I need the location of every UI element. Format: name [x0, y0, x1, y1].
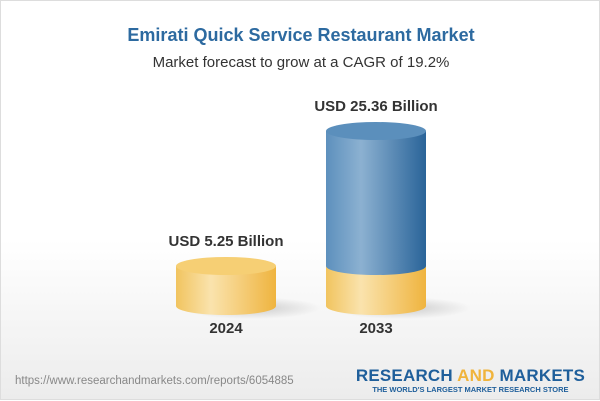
logo-tagline: THE WORLD'S LARGEST MARKET RESEARCH STOR…	[372, 385, 569, 394]
logo-text: MARKETS	[494, 366, 585, 385]
category-label: 2033	[359, 320, 392, 337]
data-label: USD 5.25 Billion	[168, 233, 283, 250]
chart-title: Emirati Quick Service Restaurant Market	[127, 25, 475, 45]
data-label: USD 25.36 Billion	[314, 98, 437, 115]
logo-text: RESEARCH	[355, 366, 458, 385]
bar-base-2033-body	[326, 266, 426, 315]
chart-subtitle: Market forecast to grow at a CAGR of 19.…	[152, 54, 450, 71]
research-and-markets-logo: RESEARCH AND MARKETS THE WORLD'S LARGEST…	[356, 367, 585, 395]
bar-2024-top	[176, 257, 276, 275]
logo-text: AND	[457, 366, 495, 385]
bar-2024-body	[176, 266, 276, 315]
category-label: 2024	[209, 320, 243, 337]
bar-growth-2033-body	[326, 131, 426, 275]
report-url[interactable]: https://www.researchandmarkets.com/repor…	[15, 375, 294, 387]
bar-growth-2033-top	[326, 122, 426, 140]
